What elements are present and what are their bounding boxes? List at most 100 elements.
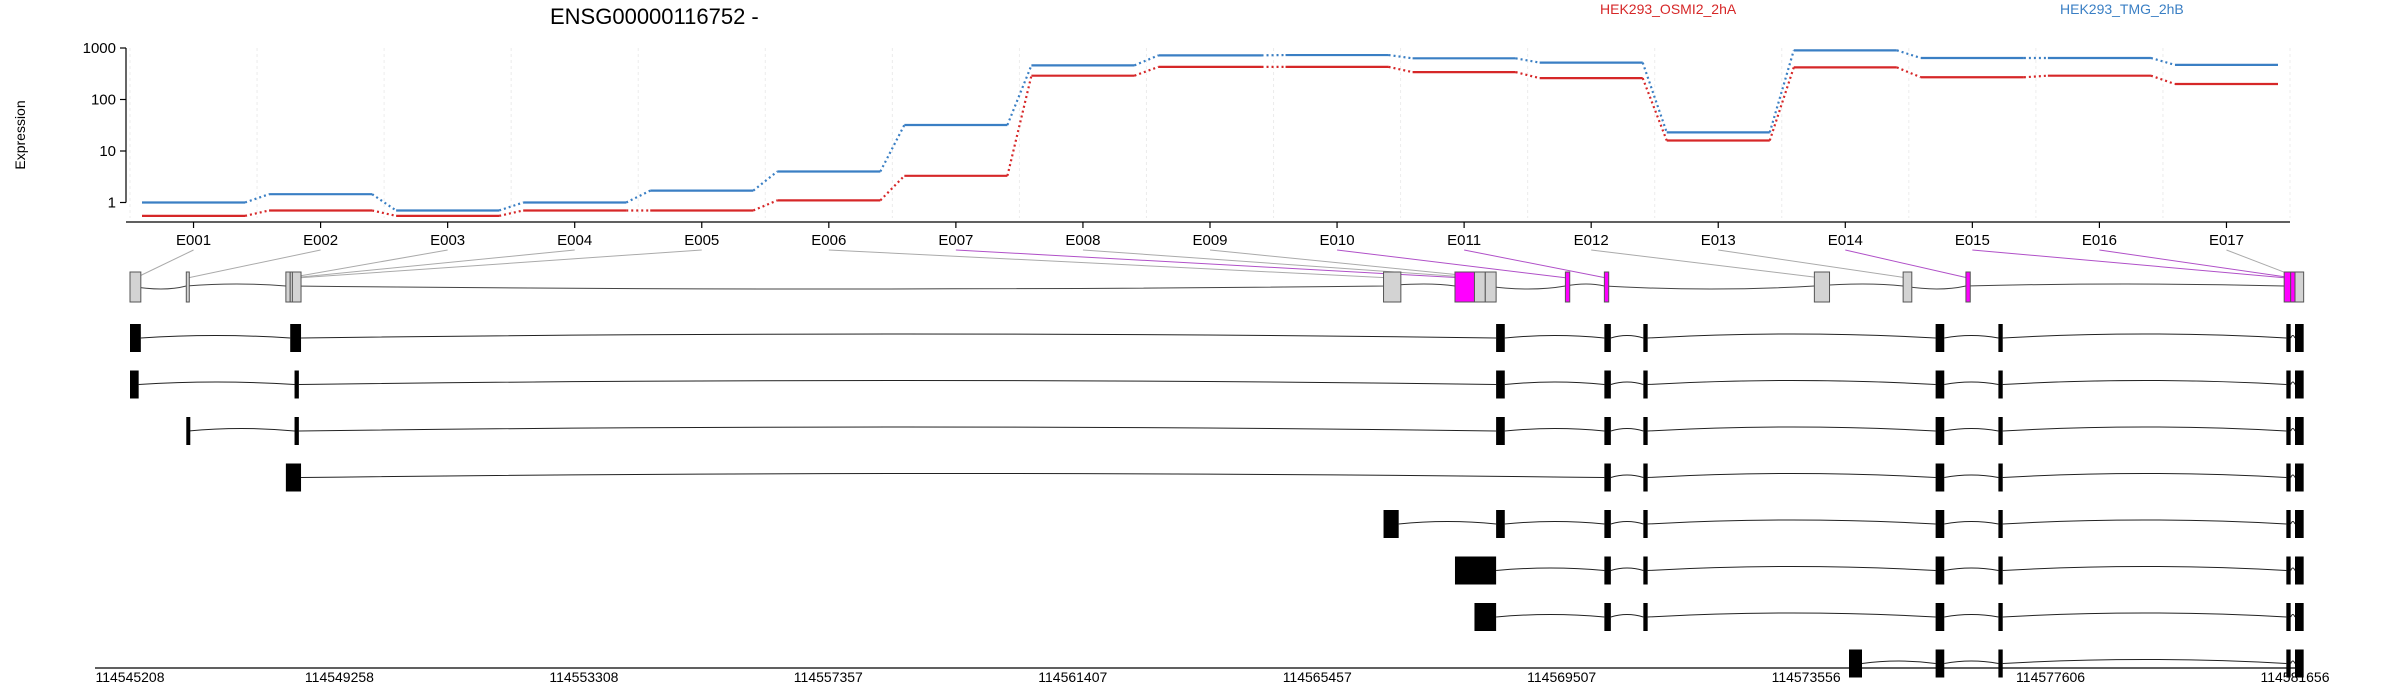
genomic-tick-label: 114577606 (2016, 669, 2085, 685)
exon-box-E002 (185, 271, 190, 303)
exon-block (2295, 556, 2304, 585)
exon-block (2286, 556, 2291, 585)
exon-block (1998, 417, 2003, 445)
exon-connector-line (1082, 249, 1480, 279)
exon-block (2295, 324, 2304, 352)
exon-block (2286, 370, 2291, 399)
exon-block (1643, 510, 1648, 538)
series-1 (142, 65, 2278, 217)
exon-box-E016 (2290, 271, 2296, 303)
transcript-row-5 (1383, 510, 2304, 538)
exon-block (290, 324, 302, 352)
exon-block (186, 417, 191, 445)
exon-block (1496, 324, 1505, 352)
x-tick-label: E003 (430, 232, 465, 249)
exon-block (2286, 324, 2291, 352)
series-2-connector (1768, 50, 1795, 133)
transcript-row-8 (1849, 649, 2304, 678)
y-tick-label: 100 (91, 91, 116, 108)
intron-line (1861, 659, 2296, 664)
exon-block (1998, 510, 2003, 538)
exon-block (1998, 649, 2003, 678)
series-2-connector (752, 170, 778, 192)
genomic-tick-label: 114557357 (794, 669, 863, 685)
x-tick-label: E009 (1192, 232, 1227, 249)
exon-block (1643, 417, 1648, 445)
series-1-connector (244, 209, 270, 217)
series-2-connector (1641, 62, 1668, 133)
exon-block (1935, 370, 1945, 399)
series-1-connector (1388, 65, 1413, 74)
exon-block (1998, 463, 2003, 492)
exon-box-E006 (1383, 271, 1402, 303)
exon-box-E017 (2294, 271, 2305, 303)
y-axis-label: Expression (12, 100, 28, 169)
exon-box-E009 (1484, 271, 1497, 303)
x-tick-label: E004 (557, 232, 592, 249)
exon-box-E007 (1454, 271, 1475, 303)
series-1-connector (752, 199, 778, 212)
exon-box-E013 (1902, 271, 1913, 303)
exon-block (1496, 417, 1505, 445)
exon-block (2295, 649, 2304, 678)
exon-connector-line (1718, 249, 1908, 279)
exon-block (294, 417, 299, 445)
genomic-tick-label: 114573556 (1772, 669, 1841, 685)
x-tick-label: E008 (1065, 232, 1100, 249)
exon-box-E008 (1473, 271, 1486, 303)
series-2-connector (1515, 57, 1540, 64)
exon-block (1643, 370, 1648, 399)
series-1-connector (879, 175, 906, 202)
series-2-connector (1006, 64, 1033, 126)
genomic-tick-label: 114561407 (1038, 669, 1107, 685)
exon-block (1474, 603, 1497, 631)
series-1-connector (498, 209, 524, 217)
x-tick-label: E017 (2209, 232, 2244, 249)
series-2-connector (498, 201, 524, 212)
intron-line (138, 380, 2296, 385)
exon-block (2286, 510, 2291, 538)
genomic-tick-label: 114569507 (1527, 669, 1596, 685)
exon-block (285, 463, 302, 492)
exon-block (2295, 603, 2304, 631)
genomic-tick-label: 114553308 (549, 669, 618, 685)
exon-block (1998, 370, 2003, 399)
exon-box-E015 (2283, 271, 2292, 303)
exon-block (294, 370, 299, 399)
intron-line (1496, 566, 2296, 571)
exon-block (2295, 463, 2304, 492)
exon-box-E014 (1965, 271, 1971, 303)
transcript-row-6 (1454, 556, 2304, 585)
exon-block (2295, 370, 2304, 399)
exon-block (1935, 603, 1945, 631)
exon-connector-line (187, 249, 321, 279)
exon-block (1935, 324, 1945, 352)
genomic-tick-label: 114549258 (305, 669, 374, 685)
series-2-connector (2150, 56, 2176, 66)
y-tick-label: 1000 (83, 40, 116, 57)
series-2-connector (879, 124, 906, 172)
exon-connector-line (828, 249, 1393, 279)
x-tick-label: E012 (1574, 232, 1609, 249)
exon-connector-line (296, 249, 702, 279)
exon-box-E011 (1603, 271, 1610, 303)
expression-plot: 1 10 100 1000 E001 E002 E003 E004 E005 E006 E007 E0… (83, 40, 2291, 249)
exon-block (1935, 463, 1945, 492)
exon-connector-line (1464, 249, 1607, 279)
exon-block (2286, 603, 2291, 631)
exon-connector-line (291, 249, 575, 279)
chart-title: ENSG00000116752 - (550, 4, 759, 29)
exon-block (1935, 556, 1945, 585)
series-1-connector (371, 209, 397, 217)
series-1-connector (1134, 65, 1159, 77)
series-1-connector (2150, 74, 2176, 86)
series-1-connector (1006, 75, 1033, 177)
x-tick-label: E010 (1320, 232, 1355, 249)
series-1-connector (1641, 77, 1668, 141)
exon-block (1643, 603, 1648, 631)
intron-line (1496, 612, 2296, 618)
intron-line (140, 333, 2296, 339)
y-tick-label: 1 (108, 194, 116, 211)
x-tick-label: E006 (811, 232, 846, 249)
